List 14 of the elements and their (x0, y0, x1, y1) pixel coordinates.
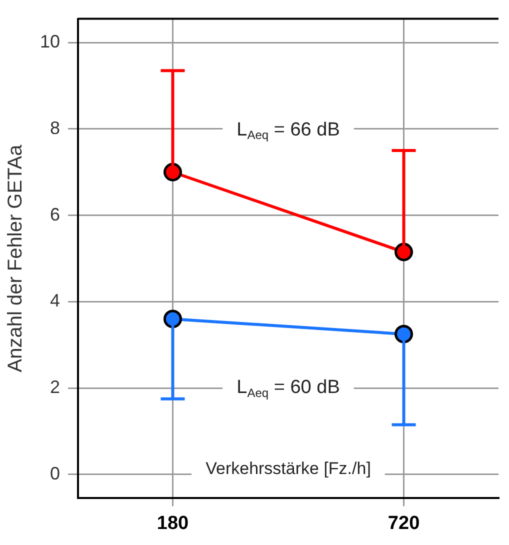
y-tick-label: 6 (50, 204, 60, 224)
y-tick-label: 2 (50, 377, 60, 398)
x-axis-title: Verkehrsstärke [Fz./h] (206, 459, 371, 478)
x-tick-label: 180 (156, 512, 189, 534)
y-tick-label: 8 (50, 118, 60, 138)
y-tick-label: 10 (40, 32, 60, 52)
point (163, 162, 182, 182)
point (163, 310, 182, 328)
x-tick-label: 720 (388, 512, 420, 534)
y-axis-title: Anzahl der Fehler GETAa (4, 144, 27, 372)
y-tick-label: 0 (50, 463, 60, 484)
point (394, 242, 414, 262)
point (394, 324, 414, 344)
y-tick-label: 4 (50, 290, 60, 311)
